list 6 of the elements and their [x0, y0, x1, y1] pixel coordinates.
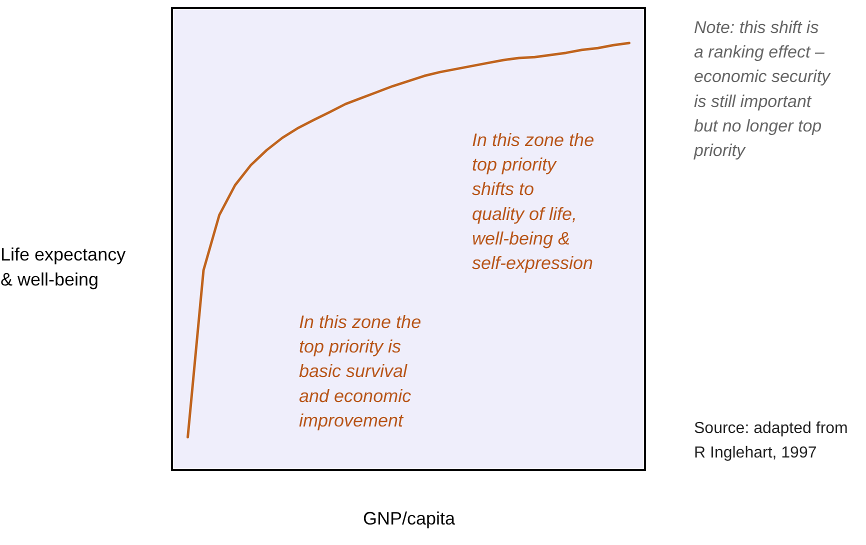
y-axis-title: Life expectancy & well-being — [0, 244, 126, 290]
text: Note: this shift is a ranking effect – economic security is still important but no longer top priority — [693, 18, 832, 160]
x-axis-title: GNP/capita — [362, 508, 456, 528]
annotation: In this zone the top priority is basic survival and economic improvement — [299, 312, 422, 430]
annotation: In this zone the top priority shifts to quality of life, well-being & self-expression — [472, 130, 594, 273]
source-note: Source: adapted from R Inglehart, 1997 — [694, 420, 848, 462]
